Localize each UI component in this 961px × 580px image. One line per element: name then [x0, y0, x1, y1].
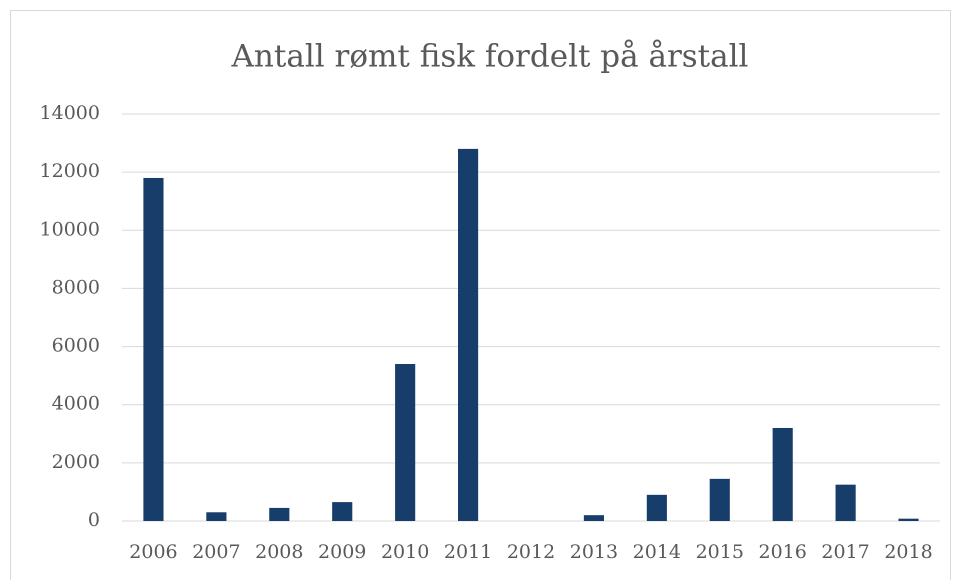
x-tick-label: 2012 — [507, 541, 555, 563]
bar — [646, 494, 667, 521]
y-tick-label: 2000 — [52, 451, 100, 473]
x-tick-label: 2014 — [633, 541, 681, 563]
x-tick-label: 2018 — [884, 541, 932, 563]
bar — [583, 515, 604, 521]
bar — [206, 512, 227, 521]
bar — [458, 148, 479, 521]
x-tick-label: 2008 — [255, 541, 303, 563]
bar — [143, 177, 164, 521]
bar — [332, 502, 353, 521]
x-tick-label: 2017 — [821, 541, 869, 563]
x-tick-label: 2010 — [381, 541, 429, 563]
y-tick-label: 4000 — [52, 393, 100, 415]
y-tick-label: 8000 — [52, 276, 100, 298]
bar — [835, 484, 856, 521]
x-tick-label: 2007 — [192, 541, 240, 563]
chart-frame — [10, 10, 951, 580]
x-tick-label: 2006 — [129, 541, 177, 563]
chart-title: Antall rømt fisk fordelt på årstall — [231, 39, 749, 75]
bar — [772, 427, 793, 521]
bar — [898, 518, 919, 521]
x-tick-label: 2011 — [444, 541, 492, 563]
x-tick-label: 2015 — [696, 541, 744, 563]
y-tick-label: 0 — [88, 509, 100, 531]
bar — [709, 478, 730, 521]
y-tick-label: 12000 — [40, 160, 100, 182]
x-tick-label: 2016 — [759, 541, 807, 563]
y-tick-label: 6000 — [52, 335, 100, 357]
y-tick-label: 10000 — [40, 218, 100, 240]
x-tick-label: 2009 — [318, 541, 366, 563]
x-tick-label: 2013 — [570, 541, 618, 563]
bar — [395, 364, 416, 521]
bar — [269, 507, 290, 521]
y-tick-label: 14000 — [40, 102, 100, 124]
